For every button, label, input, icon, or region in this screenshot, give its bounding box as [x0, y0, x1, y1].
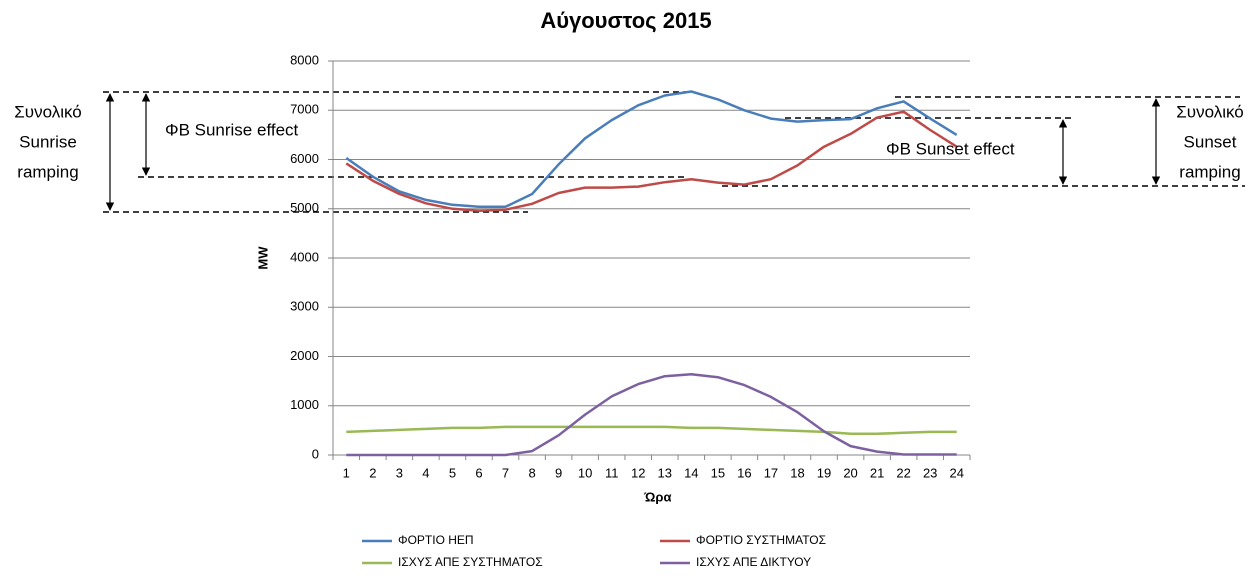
legend-label: ΙΣΧΥΣ ΑΠΕ ΣΥΣΤΗΜΑΤΟΣ	[398, 555, 543, 569]
x-tick-label: 18	[790, 465, 804, 480]
x-tick-label: 21	[870, 465, 884, 480]
series-line	[346, 425, 957, 436]
x-axis-title: Ώρα	[644, 489, 672, 504]
y-tick-label: 7000	[290, 102, 319, 117]
legend-label: ΙΣΧΥΣ ΑΠΕ ΔΙΚΤΥΟΥ	[696, 555, 811, 569]
x-tick-label: 12	[631, 465, 645, 480]
x-tick-label: 24	[949, 465, 963, 480]
x-tick-label: 9	[555, 465, 562, 480]
y-tick-label: 3000	[290, 299, 319, 314]
y-tick-label: 4000	[290, 249, 319, 264]
annotation: ΦΒ Sunset effect	[886, 139, 1015, 158]
x-tick-label: 5	[449, 465, 456, 480]
x-tick-label: 10	[578, 465, 592, 480]
x-tick-label: 7	[502, 465, 509, 480]
x-tick-label: 17	[764, 465, 778, 480]
annotation: Sunrise	[19, 132, 77, 151]
x-tick-label: 13	[658, 465, 672, 480]
annotation: ramping	[17, 162, 78, 181]
annotation: ΦΒ Sunrise effect	[165, 120, 299, 139]
series-line	[345, 110, 958, 212]
annotation: ramping	[1179, 162, 1240, 181]
series-line	[345, 90, 958, 209]
x-tick-label: 15	[711, 465, 725, 480]
x-tick-label: 14	[684, 465, 698, 480]
y-tick-label: 6000	[290, 151, 319, 166]
legend-label: ΦΟΡΤΙΟ ΗΕΠ	[398, 533, 474, 547]
x-tick-label: 3	[396, 465, 403, 480]
x-tick-label: 11	[605, 465, 619, 480]
x-tick-label: 23	[923, 465, 937, 480]
annotation: Συνολικό	[14, 102, 81, 121]
y-tick-label: 1000	[290, 397, 319, 412]
chart-title: Αύγουστος 2015	[540, 8, 711, 33]
x-tick-label: 16	[737, 465, 751, 480]
annotation: Συνολικό	[1176, 102, 1243, 121]
series-line	[346, 372, 957, 457]
y-tick-label: 8000	[290, 52, 319, 67]
legend-label: ΦΟΡΤΙΟ ΣΥΣΤΗΜΑΤΟΣ	[696, 533, 826, 547]
x-tick-label: 2	[369, 465, 376, 480]
x-tick-label: 19	[817, 465, 831, 480]
x-tick-label: 6	[475, 465, 482, 480]
y-tick-label: 5000	[290, 200, 319, 215]
y-tick-label: 2000	[290, 348, 319, 363]
x-tick-label: 4	[422, 465, 429, 480]
annotation: Sunset	[1184, 132, 1237, 151]
y-axis-title: MW	[255, 246, 270, 270]
x-tick-label: 8	[528, 465, 535, 480]
x-tick-label: 1	[343, 465, 350, 480]
x-tick-label: 20	[843, 465, 857, 480]
y-tick-label: 0	[312, 446, 319, 461]
x-tick-label: 22	[896, 465, 910, 480]
